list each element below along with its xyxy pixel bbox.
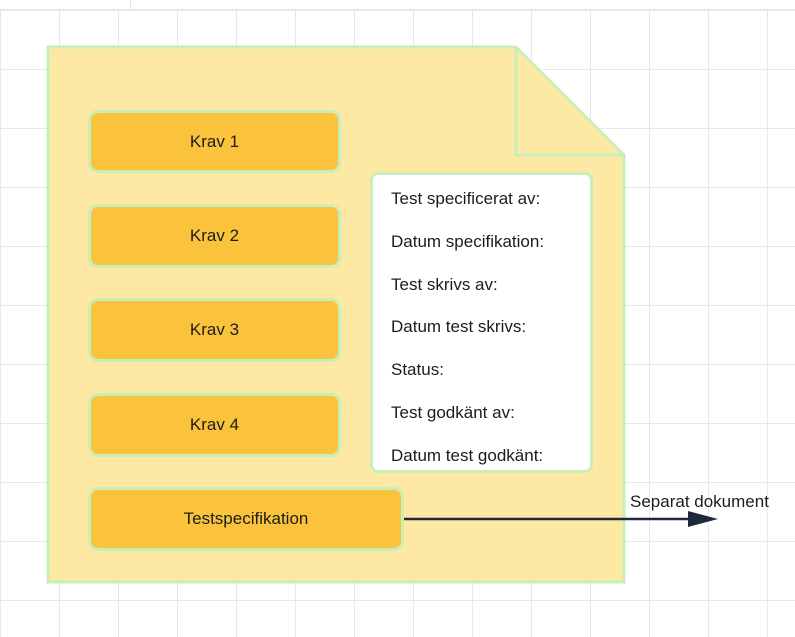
test-specification-box[interactable]: Testspecifikation <box>88 487 404 551</box>
info-field-written-date: Datum test skrivs: <box>391 317 527 336</box>
top-toolbar <box>0 0 795 10</box>
info-field-specified-by: Test specificerat av: <box>391 189 541 208</box>
requirement-label: Krav 1 <box>189 131 240 151</box>
test-info-panel[interactable]: Test specificerat av: Datum specifikatio… <box>370 172 593 473</box>
requirement-box-4[interactable]: Krav 4 <box>88 393 341 457</box>
requirement-box-3[interactable]: Krav 3 <box>88 298 341 362</box>
test-specification-label: Testspecifikation <box>183 509 309 528</box>
info-field-written-by: Test skrivs av: <box>391 275 498 294</box>
toolbar-tab[interactable] <box>0 0 131 9</box>
document-folded-corner <box>514 47 624 157</box>
info-field-approved-by: Test godkänt av: <box>391 403 515 422</box>
info-field-status: Status: <box>391 360 444 379</box>
info-field-spec-date: Datum specifikation: <box>391 232 545 251</box>
connector-arrowhead-icon <box>688 511 718 527</box>
info-field-approved-date: Datum test godkänt: <box>391 446 544 465</box>
connector-label: Separat dokument <box>630 492 769 511</box>
requirement-label: Krav 2 <box>189 226 240 245</box>
requirement-box-2[interactable]: Krav 2 <box>88 204 341 268</box>
requirement-label: Krav 4 <box>189 415 240 434</box>
requirement-label: Krav 3 <box>189 320 240 339</box>
requirement-box-1[interactable]: Krav 1 <box>88 110 341 173</box>
